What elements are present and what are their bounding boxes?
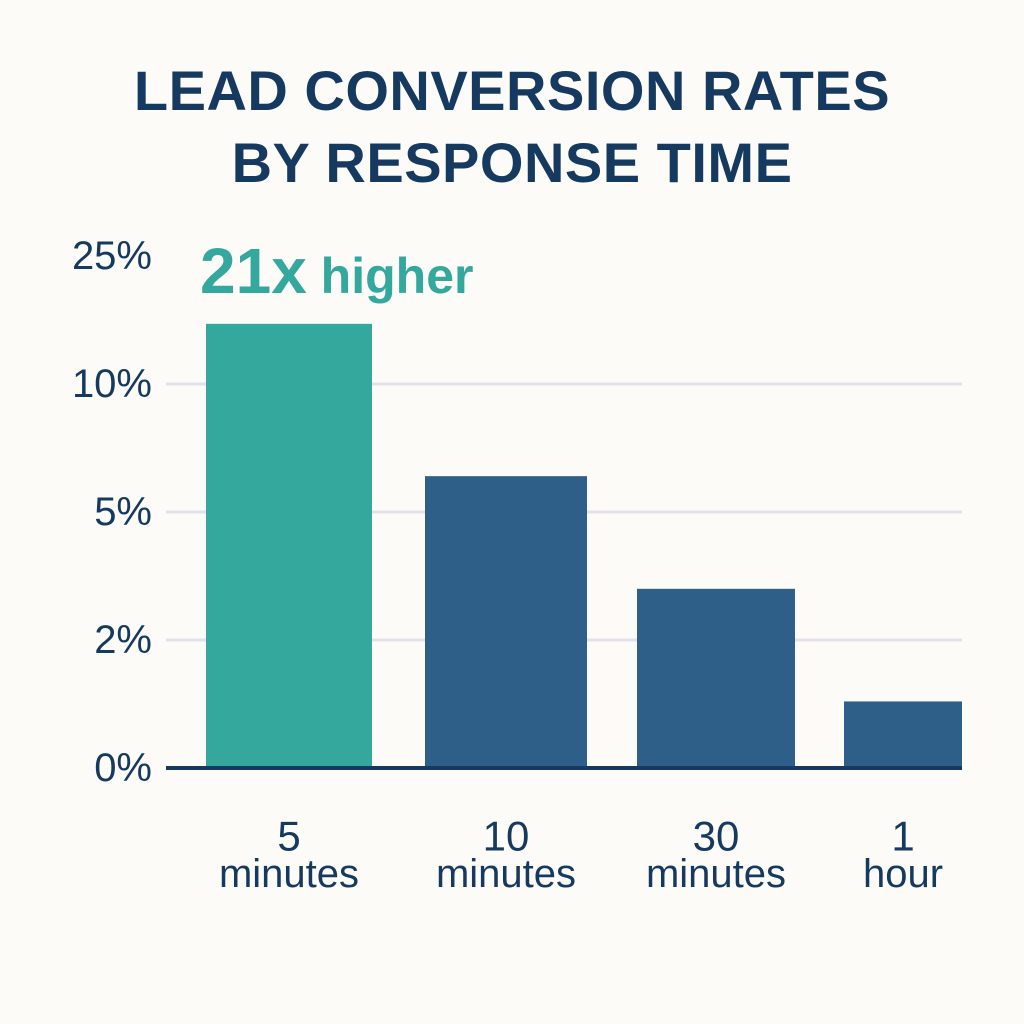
x-tick-label: minutes — [219, 852, 359, 896]
x-tick-label: minutes — [436, 852, 576, 896]
y-tick-label: 5% — [94, 490, 152, 534]
y-tick-label: 25% — [72, 234, 152, 278]
bar — [844, 701, 962, 768]
y-tick-label: 2% — [94, 618, 152, 662]
annotation-label: 21x higher — [200, 235, 473, 307]
x-tick-label: minutes — [646, 852, 786, 896]
x-tick-label: 30 — [693, 813, 740, 860]
y-tick-label: 10% — [72, 362, 152, 406]
y-tick-label: 0% — [94, 746, 152, 790]
x-tick-label: 1 — [891, 813, 914, 860]
chart-title-line-1: LEAD CONVERSION RATES — [133, 59, 891, 122]
x-tick-label: 5 — [277, 813, 300, 860]
chart-title-line-2: BY RESPONSE TIME — [231, 131, 793, 194]
bar — [637, 588, 795, 768]
x-tick-label: hour — [863, 852, 943, 896]
x-tick-label: 10 — [483, 813, 530, 860]
bar — [206, 323, 372, 768]
bar — [425, 476, 587, 768]
